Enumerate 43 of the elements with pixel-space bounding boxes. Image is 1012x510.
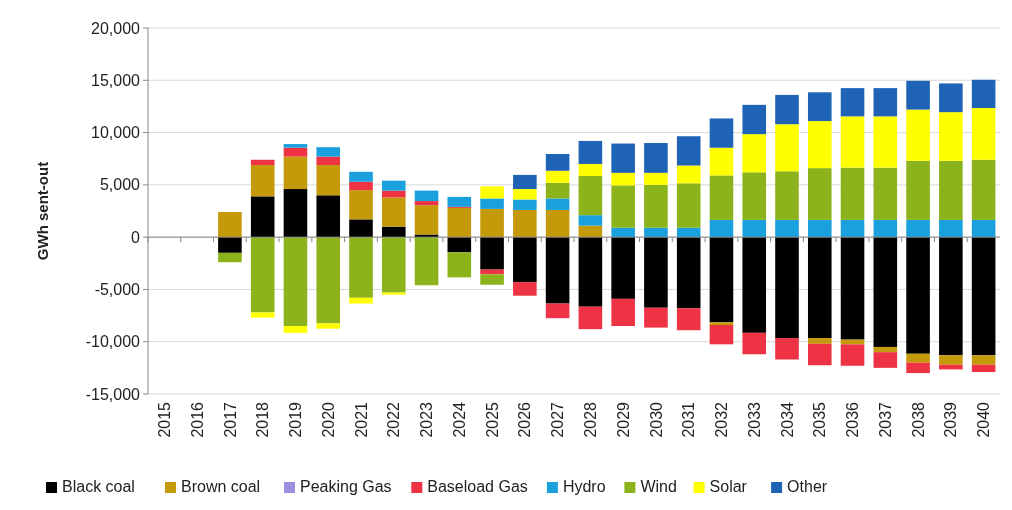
x-tick-label: 2015 [155,401,173,438]
x-tick-label: 2036 [844,401,862,438]
x-tick-label: 2037 [876,401,894,438]
x-tick-label: 2032 [713,401,731,438]
x-tick-label: 2023 [418,401,436,438]
legend-label: Baseload Gas [427,478,528,495]
x-tick-label: 2040 [975,401,993,438]
x-tick-label: 2016 [188,401,206,438]
x-tick-label: 2033 [745,401,763,438]
x-tick-label: 2017 [221,401,239,438]
y-tick-label: 15,000 [91,71,141,89]
x-tick-label: 2039 [942,401,960,438]
x-tick-label: 2030 [647,401,665,438]
legend-label: Hydro [562,478,606,495]
legend-label: Black coal [62,478,135,495]
x-tick-label: 2026 [516,401,534,438]
x-tick-label: 2038 [909,401,927,438]
x-tick-label: 2019 [287,401,305,438]
x-tick-label: 2035 [811,401,829,438]
legend-label: Peaking Gas [300,478,392,495]
legend-label: Other [787,478,828,495]
legend-label: Wind [640,478,677,495]
legend-label: Solar [709,478,748,495]
y-tick-label: 0 [131,228,141,246]
y-tick-label: -10,000 [85,333,141,351]
x-tick-label: 2027 [549,401,567,438]
y-tick-label: 5,000 [99,176,141,194]
x-tick-label: 2020 [319,401,337,438]
legend-label: Brown coal [181,478,261,495]
x-tick-label: 2021 [352,401,370,438]
y-axis-title: GWh sent-out [34,161,51,261]
x-tick-label: 2029 [614,401,632,438]
x-tick-label: 2031 [680,401,698,438]
x-tick-label: 2022 [385,401,403,438]
x-tick-label: 2034 [778,401,796,438]
y-tick-label: 20,000 [91,19,141,37]
y-tick-label: -15,000 [85,385,141,403]
x-tick-label: 2018 [254,401,272,438]
x-tick-label: 2028 [581,401,599,438]
x-tick-label: 2024 [450,401,468,438]
x-tick-label: 2025 [483,401,501,438]
y-tick-label: -5,000 [94,281,141,299]
y-tick-label: 10,000 [91,124,141,142]
